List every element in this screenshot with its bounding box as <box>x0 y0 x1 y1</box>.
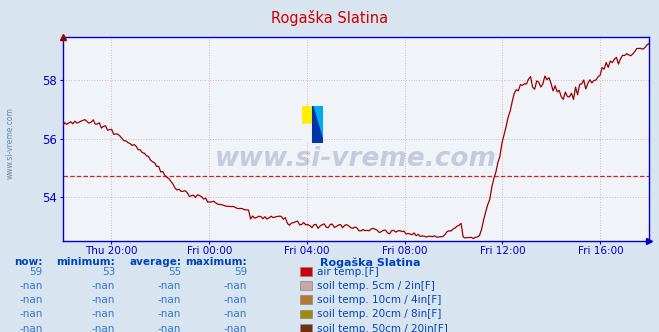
Text: -nan: -nan <box>158 281 181 291</box>
Polygon shape <box>312 106 324 143</box>
Text: -nan: -nan <box>92 309 115 319</box>
Text: -nan: -nan <box>158 324 181 332</box>
Text: -nan: -nan <box>224 295 247 305</box>
Text: -nan: -nan <box>158 309 181 319</box>
Text: Rogaška Slatina: Rogaška Slatina <box>271 10 388 26</box>
Text: 59: 59 <box>30 267 43 277</box>
Text: minimum:: minimum: <box>57 257 115 267</box>
Text: soil temp. 5cm / 2in[F]: soil temp. 5cm / 2in[F] <box>317 281 435 291</box>
Text: air temp.[F]: air temp.[F] <box>317 267 379 277</box>
Text: -nan: -nan <box>224 324 247 332</box>
Text: -nan: -nan <box>20 309 43 319</box>
Text: www.si-vreme.com: www.si-vreme.com <box>215 146 497 172</box>
Text: www.si-vreme.com: www.si-vreme.com <box>5 107 14 179</box>
Text: -nan: -nan <box>224 281 247 291</box>
Text: -nan: -nan <box>20 324 43 332</box>
Text: soil temp. 10cm / 4in[F]: soil temp. 10cm / 4in[F] <box>317 295 442 305</box>
Text: -nan: -nan <box>92 295 115 305</box>
Text: 53: 53 <box>102 267 115 277</box>
Polygon shape <box>312 106 324 143</box>
Text: -nan: -nan <box>92 324 115 332</box>
Bar <box>312 106 324 124</box>
Text: -nan: -nan <box>158 295 181 305</box>
Text: now:: now: <box>14 257 43 267</box>
Bar <box>302 106 312 124</box>
Text: 55: 55 <box>168 267 181 277</box>
Text: -nan: -nan <box>224 309 247 319</box>
Text: -nan: -nan <box>20 281 43 291</box>
Bar <box>312 124 324 143</box>
Text: soil temp. 20cm / 8in[F]: soil temp. 20cm / 8in[F] <box>317 309 442 319</box>
Text: Rogaška Slatina: Rogaška Slatina <box>320 257 420 268</box>
Text: maximum:: maximum: <box>185 257 247 267</box>
Text: -nan: -nan <box>92 281 115 291</box>
Bar <box>302 124 312 143</box>
Text: -nan: -nan <box>20 295 43 305</box>
Text: 59: 59 <box>234 267 247 277</box>
Text: average:: average: <box>129 257 181 267</box>
Text: soil temp. 50cm / 20in[F]: soil temp. 50cm / 20in[F] <box>317 324 448 332</box>
